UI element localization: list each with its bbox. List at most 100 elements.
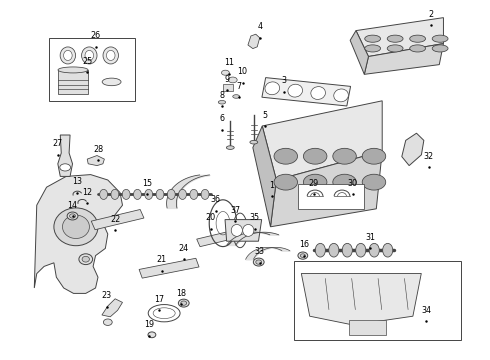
Polygon shape [262, 78, 350, 106]
Polygon shape [270, 151, 382, 227]
Ellipse shape [148, 332, 156, 338]
Polygon shape [350, 31, 368, 75]
Polygon shape [248, 34, 260, 49]
Ellipse shape [356, 243, 366, 257]
Text: 1: 1 [270, 181, 274, 190]
Polygon shape [402, 133, 424, 166]
Text: 11: 11 [224, 58, 234, 67]
Ellipse shape [122, 189, 130, 199]
Text: 17: 17 [154, 295, 164, 304]
Text: 15: 15 [142, 179, 152, 188]
Text: 34: 34 [421, 306, 431, 315]
Text: 29: 29 [309, 179, 318, 188]
Ellipse shape [145, 189, 153, 199]
Bar [49, 38, 135, 101]
Ellipse shape [102, 78, 121, 86]
Ellipse shape [60, 47, 75, 64]
Bar [223, 84, 233, 91]
Text: 30: 30 [348, 179, 358, 188]
Ellipse shape [410, 45, 425, 52]
Ellipse shape [274, 174, 297, 190]
Ellipse shape [342, 243, 352, 257]
Polygon shape [262, 101, 382, 180]
Ellipse shape [432, 45, 448, 52]
Text: 10: 10 [238, 67, 247, 76]
Ellipse shape [79, 254, 93, 265]
Ellipse shape [156, 189, 164, 199]
Ellipse shape [311, 87, 325, 99]
Bar [196, 229, 245, 247]
Ellipse shape [362, 148, 386, 164]
Text: 6: 6 [220, 114, 224, 123]
Text: 5: 5 [262, 111, 267, 120]
Ellipse shape [334, 89, 348, 102]
Ellipse shape [369, 243, 379, 257]
Text: 35: 35 [250, 213, 260, 222]
Ellipse shape [153, 308, 175, 319]
Polygon shape [364, 44, 443, 75]
Ellipse shape [103, 47, 119, 64]
Polygon shape [356, 18, 443, 57]
Ellipse shape [178, 189, 187, 199]
Ellipse shape [226, 146, 234, 149]
Ellipse shape [190, 189, 198, 199]
Ellipse shape [250, 140, 258, 144]
Ellipse shape [85, 50, 94, 60]
Polygon shape [87, 156, 104, 166]
Ellipse shape [58, 67, 88, 73]
Text: 23: 23 [102, 291, 112, 300]
Ellipse shape [54, 208, 98, 246]
Ellipse shape [221, 70, 229, 75]
Ellipse shape [410, 35, 425, 42]
Ellipse shape [365, 45, 381, 52]
Ellipse shape [167, 189, 175, 199]
Text: 33: 33 [255, 247, 265, 256]
Ellipse shape [64, 50, 72, 60]
Ellipse shape [288, 84, 302, 97]
Text: 8: 8 [220, 91, 224, 100]
Polygon shape [225, 220, 262, 241]
Ellipse shape [133, 189, 142, 199]
Ellipse shape [70, 214, 75, 218]
Ellipse shape [228, 77, 237, 83]
Ellipse shape [298, 252, 308, 259]
Text: 24: 24 [179, 244, 189, 253]
Ellipse shape [387, 45, 403, 52]
Text: 37: 37 [230, 206, 240, 215]
Polygon shape [253, 126, 276, 227]
Ellipse shape [201, 189, 209, 199]
Ellipse shape [315, 243, 325, 257]
Ellipse shape [387, 35, 403, 42]
Polygon shape [301, 274, 421, 325]
Ellipse shape [365, 35, 381, 42]
Text: 12: 12 [82, 188, 92, 197]
Bar [91, 210, 144, 230]
Ellipse shape [99, 189, 108, 199]
Ellipse shape [178, 299, 189, 307]
Ellipse shape [300, 254, 305, 257]
Ellipse shape [231, 225, 243, 236]
Ellipse shape [333, 148, 356, 164]
Ellipse shape [383, 243, 393, 257]
Text: 16: 16 [299, 240, 309, 249]
Text: 20: 20 [206, 213, 216, 222]
Text: 2: 2 [429, 10, 434, 19]
Text: 9: 9 [224, 75, 229, 84]
Ellipse shape [265, 82, 280, 95]
Bar [58, 70, 88, 94]
Ellipse shape [111, 189, 119, 199]
Bar [298, 184, 364, 209]
Ellipse shape [243, 225, 254, 236]
Polygon shape [34, 175, 122, 293]
Text: 32: 32 [424, 152, 434, 161]
Ellipse shape [303, 148, 327, 164]
Ellipse shape [329, 243, 339, 257]
Text: 18: 18 [176, 289, 186, 298]
Text: 21: 21 [157, 255, 167, 264]
Ellipse shape [82, 256, 89, 262]
Ellipse shape [256, 260, 262, 264]
Text: 36: 36 [211, 195, 220, 204]
Ellipse shape [333, 174, 356, 190]
Bar [294, 261, 461, 340]
Ellipse shape [432, 35, 448, 42]
